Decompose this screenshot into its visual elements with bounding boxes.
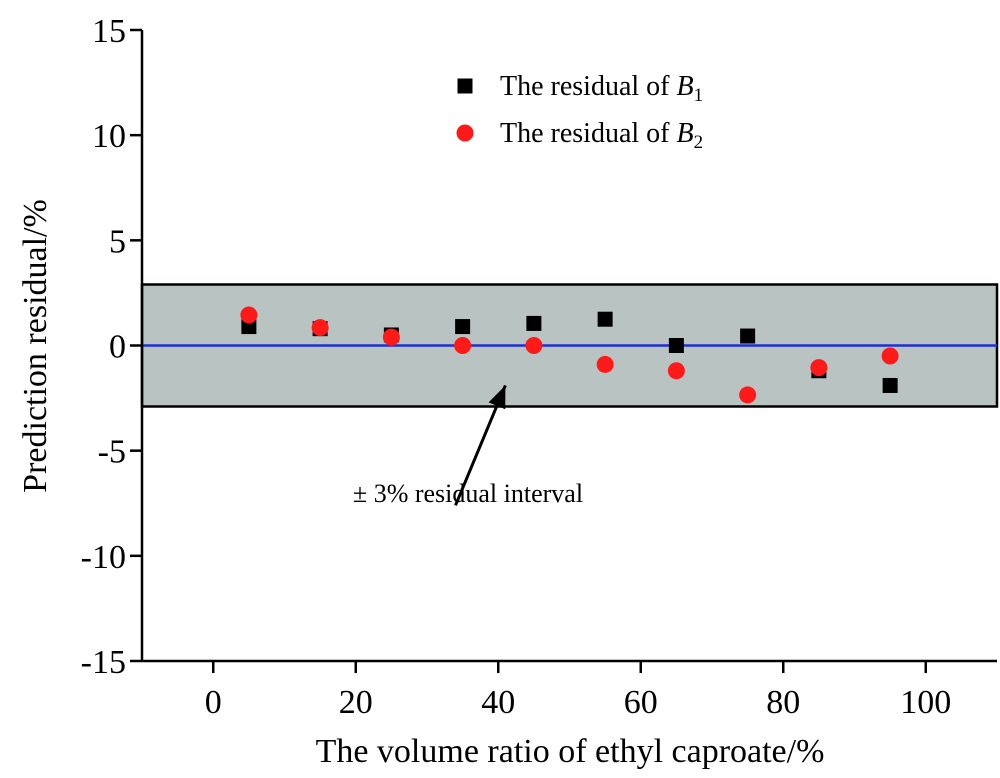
legend-marker-2	[456, 124, 474, 142]
series-2-point	[240, 306, 258, 324]
x-tick-label: 100	[900, 684, 951, 721]
series-1-point	[882, 377, 898, 393]
annotation-text: ± 3% residual interval	[353, 479, 583, 508]
x-tick-label: 60	[624, 684, 658, 721]
y-tick-label: 0	[109, 329, 126, 366]
annotation-layer: ± 3% residual interval	[353, 384, 583, 508]
series-2-point	[739, 386, 757, 404]
y-tick-label: 10	[92, 118, 126, 155]
y-tick-label: -15	[81, 644, 126, 681]
series-2-point	[525, 337, 543, 354]
legend: The residual of B1 The residual of B2	[456, 71, 703, 153]
series-2-point	[881, 347, 899, 365]
legend-label-1: The residual of B1	[500, 71, 703, 106]
x-axis-title: The volume ratio of ethyl caproate/%	[316, 733, 825, 770]
series-2-point	[382, 328, 400, 346]
y-tick-label: 5	[109, 223, 126, 260]
series-1-point	[740, 328, 756, 344]
legend-label-2: The residual of B2	[500, 118, 703, 153]
x-tick-label: 20	[339, 684, 373, 721]
residual-band-layer	[140, 283, 999, 408]
series-2-point	[311, 319, 329, 337]
series-1-point	[597, 311, 613, 327]
y-tick-label: -5	[98, 434, 126, 471]
y-tick-label: 15	[92, 13, 126, 50]
series-2-point	[596, 355, 614, 373]
points-layer	[240, 306, 899, 404]
series-2-point	[667, 362, 685, 380]
x-tick-label: 0	[205, 684, 222, 721]
legend-marker-1	[457, 78, 473, 94]
series-1-point	[455, 319, 471, 335]
y-axis-title: Prediction residual/%	[17, 199, 54, 493]
series-2-point	[454, 337, 472, 354]
y-tick-label: -10	[81, 539, 126, 576]
x-tick-label: 40	[481, 684, 515, 721]
series-1-point	[526, 315, 542, 331]
x-tick-label: 80	[766, 684, 800, 721]
series-1-point	[241, 319, 257, 335]
series-2-point	[810, 359, 828, 377]
series-1-point	[668, 338, 684, 353]
annotation-arrow-head	[488, 385, 506, 410]
axes-layer: -15 -10 -5 0 5 10 15 0 20 40 60 80 100	[81, 13, 997, 721]
